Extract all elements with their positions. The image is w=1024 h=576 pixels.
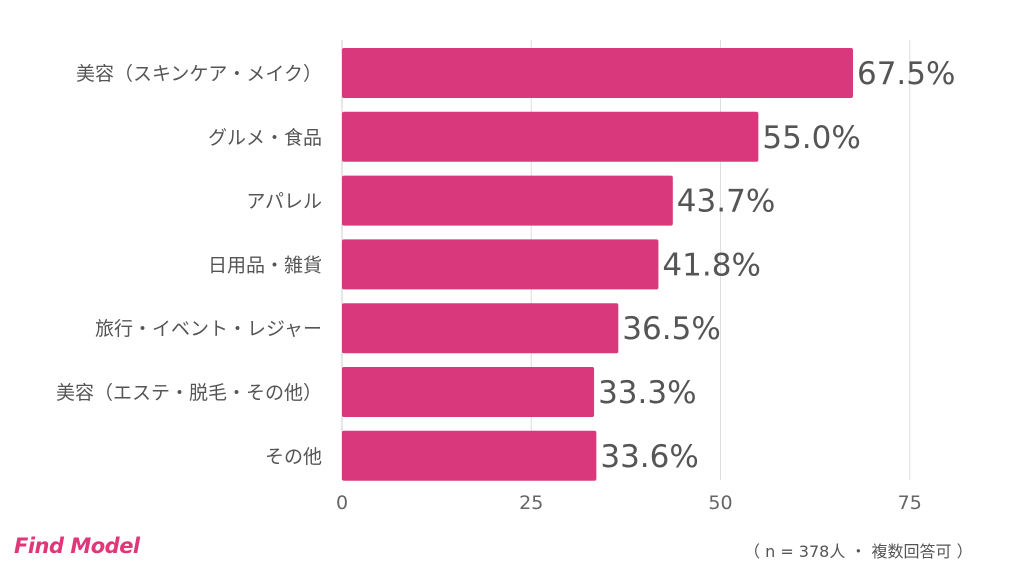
value-label-6: 33.6% <box>600 439 698 475</box>
category-label-2: アパレル <box>246 191 322 213</box>
sample-size-note: （ n = 378人 ・ 複数回答可 ） <box>744 542 973 561</box>
value-label-3: 41.8% <box>662 247 760 283</box>
x-tick-label-0: 0 <box>336 492 348 514</box>
value-label-0: 67.5% <box>857 56 955 92</box>
x-tick-label-50: 50 <box>708 492 732 514</box>
x-tick-label-25: 25 <box>519 492 543 514</box>
bar-4 <box>342 303 619 354</box>
bar-0 <box>342 48 853 98</box>
category-label-3: 日用品・雑貨 <box>208 254 322 276</box>
category-label-0: 美容（スキンケア・メイク） <box>76 63 322 85</box>
bar-2 <box>342 175 673 226</box>
bar-6 <box>342 430 597 481</box>
x-tick-label-75: 75 <box>898 492 922 514</box>
bar-5 <box>342 367 595 417</box>
category-label-4: 旅行・イベント・レジャー <box>95 318 322 340</box>
value-label-5: 33.3% <box>598 375 696 411</box>
bar-1 <box>342 111 759 162</box>
bar-3 <box>342 239 659 290</box>
find-model-logo[interactable]: Find Model <box>14 534 140 558</box>
value-label-4: 36.5% <box>622 311 720 347</box>
value-label-1: 55.0% <box>762 120 860 156</box>
category-label-1: グルメ・食品 <box>208 127 322 149</box>
category-label-6: その他 <box>265 446 322 468</box>
value-label-2: 43.7% <box>677 184 775 220</box>
category-label-5: 美容（エステ・脱毛・その他） <box>56 382 322 404</box>
